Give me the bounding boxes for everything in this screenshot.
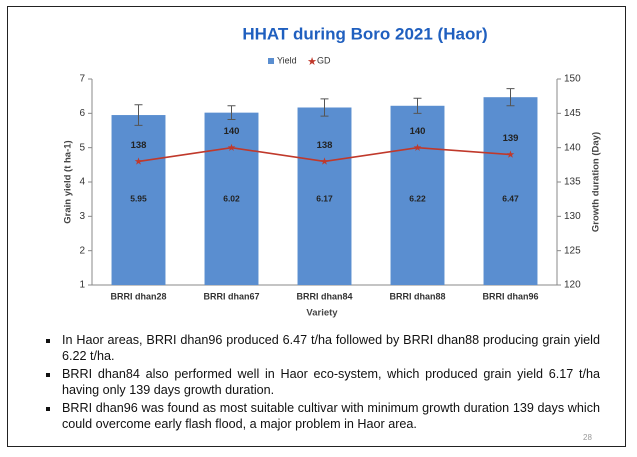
y-tick-label: 5 xyxy=(79,142,85,153)
line-value-label: 140 xyxy=(410,126,426,137)
error-bar xyxy=(320,98,329,117)
line-value-label: 140 xyxy=(224,126,240,137)
error-bar xyxy=(227,105,236,121)
x-tick-label: BRRI dhan67 xyxy=(203,291,259,301)
line-value-label: 139 xyxy=(503,133,519,144)
legend-marker: ★ xyxy=(307,56,317,68)
y-tick-label: 7 xyxy=(79,74,85,85)
x-axis-label: Variety xyxy=(306,308,338,319)
bullet: BRRI dhan84 also performed well in Haor … xyxy=(44,367,600,398)
bar xyxy=(297,107,352,285)
y2-tick-label: 140 xyxy=(564,142,581,153)
y-tick-label: 6 xyxy=(79,108,85,119)
bar-value-label: 6.47 xyxy=(502,193,519,203)
y2-tick-label: 135 xyxy=(564,177,581,188)
bullet: BRRI dhan96 was found as most suitable c… xyxy=(44,401,600,432)
line-marker xyxy=(506,150,515,158)
x-tick-label: BRRI dhan88 xyxy=(389,291,445,301)
error-bar xyxy=(413,97,422,114)
y2-tick-label: 130 xyxy=(564,211,581,222)
y2-tick-label: 125 xyxy=(564,245,581,256)
y-tick-label: 2 xyxy=(79,245,85,256)
x-tick-label: BRRI dhan28 xyxy=(110,291,166,301)
y-tick-label: 4 xyxy=(79,177,85,188)
line-marker xyxy=(320,157,329,165)
y2-tick-label: 150 xyxy=(564,74,581,85)
line-marker xyxy=(227,143,236,151)
legend-label: Yield xyxy=(277,55,297,65)
bar xyxy=(204,112,259,285)
y2-tick-label: 145 xyxy=(564,108,581,119)
bar-value-label: 6.17 xyxy=(316,193,333,203)
chart: HHAT during Boro 2021 (Haor) Variety Gra… xyxy=(63,24,602,319)
bar-value-label: 6.22 xyxy=(409,193,426,203)
bar-value-label: 6.02 xyxy=(223,193,240,203)
bar-value-label: 5.95 xyxy=(130,193,147,203)
bar xyxy=(111,115,166,285)
y2-tick-label: 120 xyxy=(564,280,581,291)
legend-swatch xyxy=(268,58,274,64)
slide-frame xyxy=(7,6,626,447)
y-axis-label: Grain yield (t ha-1) xyxy=(63,140,74,223)
line-marker xyxy=(134,157,143,165)
bullet: In Haor areas, BRRI dhan96 produced 6.47… xyxy=(44,333,600,364)
line-value-label: 138 xyxy=(131,140,147,151)
y2-axis-label: Growth duration (Day) xyxy=(591,132,602,232)
bullet-list: In Haor areas, BRRI dhan96 produced 6.47… xyxy=(44,333,600,435)
legend-label: GD xyxy=(317,55,331,65)
chart-title: HHAT during Boro 2021 (Haor) xyxy=(242,24,487,43)
line-value-label: 138 xyxy=(317,140,333,151)
bar xyxy=(390,105,445,285)
x-tick-label: BRRI dhan84 xyxy=(296,291,352,301)
bar xyxy=(483,97,538,286)
line-marker xyxy=(413,143,422,151)
error-bar xyxy=(506,88,515,107)
slide-number: 28 xyxy=(583,433,592,442)
x-tick-label: BRRI dhan96 xyxy=(482,291,538,301)
y-tick-label: 1 xyxy=(79,280,85,291)
error-bar xyxy=(134,104,143,126)
y-tick-label: 3 xyxy=(79,211,85,222)
